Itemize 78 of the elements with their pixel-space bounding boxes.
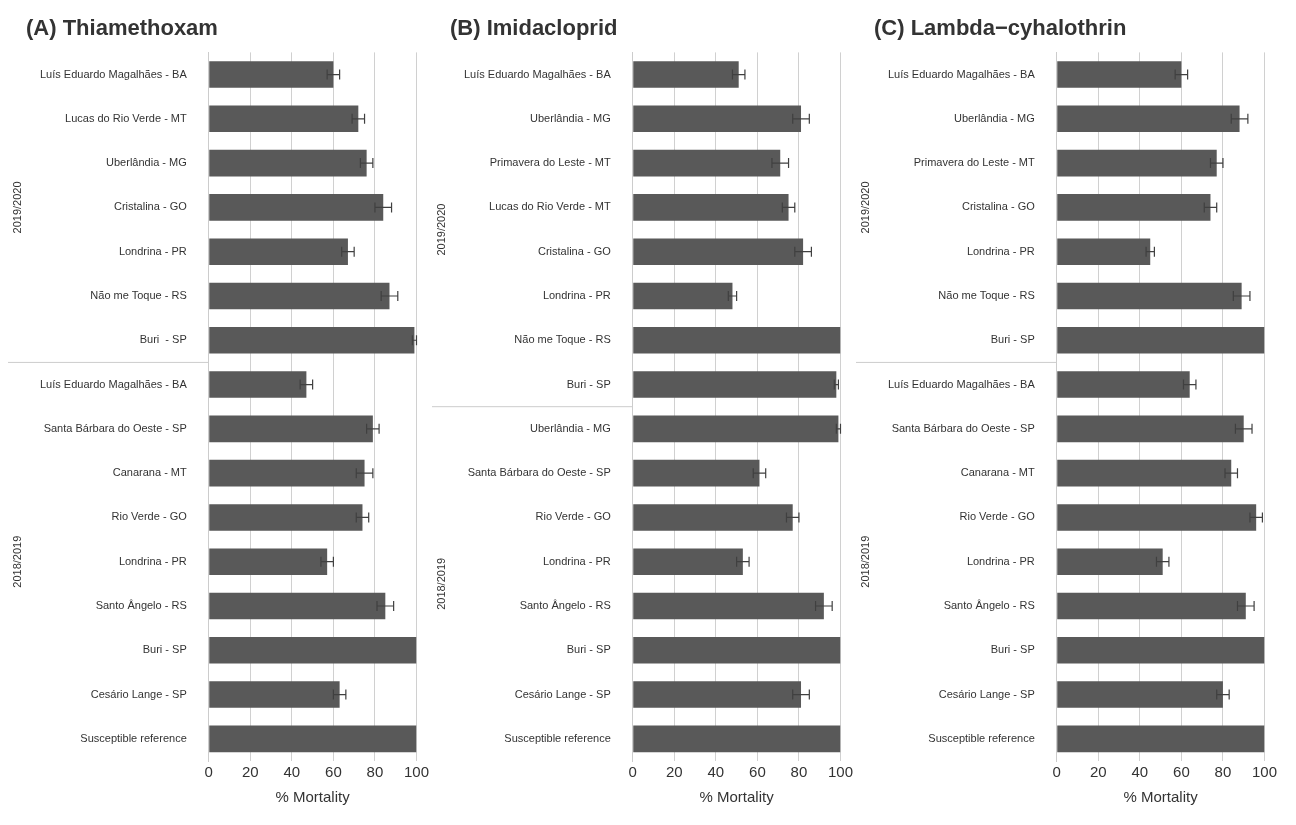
y-tick-label: Cristalina - GO <box>962 200 1036 213</box>
y-tick-label: Luís Eduardo Magalhães - BA <box>463 67 612 80</box>
y-tick-label: Uberlândia - MG <box>106 156 187 169</box>
x-tick-label: 80 <box>1214 763 1232 781</box>
y-tick-label: Santo Ângelo - RS <box>95 599 187 612</box>
x-tick-label: 20 <box>665 763 683 781</box>
y-tick-label: Santo Ângelo - RS <box>519 599 611 612</box>
x-tick-label: 0 <box>628 763 637 781</box>
x-tick-label: 20 <box>1089 763 1107 781</box>
y-tick-label: Susceptible reference <box>928 731 1035 744</box>
y-tick-label: Cristalina - GO <box>538 244 612 257</box>
y-tick-label: Rio Verde - GO <box>959 510 1036 523</box>
x-tick-label: 80 <box>366 763 384 781</box>
y-tick-label: Santo Ângelo - RS <box>943 599 1035 612</box>
y-tick-label: Luís Eduardo Magalhães - BA <box>39 377 188 390</box>
y-tick-label: Luís Eduardo Magalhães - BA <box>39 67 188 80</box>
y-tick-label: Buri - SP <box>566 643 611 656</box>
y-tick-label: Buri - SP <box>990 333 1035 346</box>
y-tick-label: Luís Eduardo Magalhães - BA <box>887 377 1036 390</box>
x-tick-label: 100 <box>403 763 429 781</box>
chart-title: (A) Thiamethoxam <box>26 15 218 41</box>
text: 2018/2019 <box>859 535 872 588</box>
y-tick-label: Canarana - MT <box>112 466 188 479</box>
chart-title: (B) Imidacloprid <box>450 15 618 41</box>
y-tick-label: Cristalina - GO <box>114 200 188 213</box>
y-tick-label: Londrina - PR <box>542 289 611 302</box>
x-tick-label: 100 <box>827 763 853 781</box>
text: 2018/2019 <box>11 535 24 588</box>
text: 2019/2020 <box>859 181 872 234</box>
x-tick-label: 40 <box>1131 763 1149 781</box>
y-tick-label: Cesário Lange - SP <box>90 687 187 700</box>
x-axis-title: % Mortality <box>1123 788 1199 806</box>
y-tick-label: Não me Toque - RS <box>514 333 611 346</box>
y-tick-label: Buri - SP <box>139 333 187 346</box>
y-tick-label: Lucas do Rio Verde - MT <box>489 200 612 213</box>
y-tick-label: Cesário Lange - SP <box>938 687 1035 700</box>
x-tick-label: 40 <box>707 763 725 781</box>
y-tick-label: Buri - SP <box>566 377 611 390</box>
y-tick-label: Não me Toque - RS <box>90 289 187 302</box>
y-tick-label: Buri - SP <box>990 643 1035 656</box>
x-axis-title: % Mortality <box>275 788 351 806</box>
y-tick-label: Primavera do Leste - MT <box>489 156 612 169</box>
y-tick-label: Santa Bárbara do Oeste - SP <box>467 466 611 479</box>
y-tick-label: Uberlândia - MG <box>530 111 611 124</box>
x-tick-label: 80 <box>790 763 808 781</box>
y-tick-label: Primavera do Leste - MT <box>913 156 1036 169</box>
x-tick-label: 0 <box>1052 763 1061 781</box>
x-tick-label: 60 <box>1173 763 1190 781</box>
y-tick-label: Rio Verde - GO <box>111 510 188 523</box>
y-tick-label: Luís Eduardo Magalhães - BA <box>887 67 1036 80</box>
y-tick-label: Uberlândia - MG <box>954 111 1035 124</box>
y-tick-label: Susceptible reference <box>504 731 611 744</box>
text: 2018/2019 <box>435 557 448 610</box>
x-tick-label: 0 <box>204 763 213 781</box>
y-tick-label: Uberlândia - MG <box>530 421 611 434</box>
y-tick-label: Lucas do Rio Verde - MT <box>65 111 188 124</box>
y-tick-label: Santa Bárbara do Oeste - SP <box>891 421 1035 434</box>
x-tick-label: 60 <box>749 763 766 781</box>
y-tick-label: Buri - SP <box>142 643 187 656</box>
y-tick-label: Londrina - PR <box>966 244 1035 257</box>
y-tick-label: Londrina - PR <box>542 554 611 567</box>
text: 2019/2020 <box>435 203 448 256</box>
x-tick-label: 40 <box>283 763 301 781</box>
y-tick-label: Santa Bárbara do Oeste - SP <box>43 421 187 434</box>
text: 2019/2020 <box>11 181 24 234</box>
x-tick-label: 20 <box>241 763 259 781</box>
y-tick-label: Londrina - PR <box>966 554 1035 567</box>
y-tick-label: Canarana - MT <box>960 466 1036 479</box>
chart-title: (C) Lambda−cyhalothrin <box>874 15 1127 41</box>
y-tick-label: Cesário Lange - SP <box>514 687 611 700</box>
x-axis-title: % Mortality <box>699 788 775 806</box>
x-tick-label: 100 <box>1251 763 1277 781</box>
y-tick-label: Susceptible reference <box>80 731 187 744</box>
y-tick-label: Londrina - PR <box>118 244 187 257</box>
x-tick-label: 60 <box>325 763 342 781</box>
y-tick-label: Não me Toque - RS <box>938 289 1035 302</box>
y-tick-label: Londrina - PR <box>118 554 187 567</box>
y-tick-label: Rio Verde - GO <box>535 510 612 523</box>
